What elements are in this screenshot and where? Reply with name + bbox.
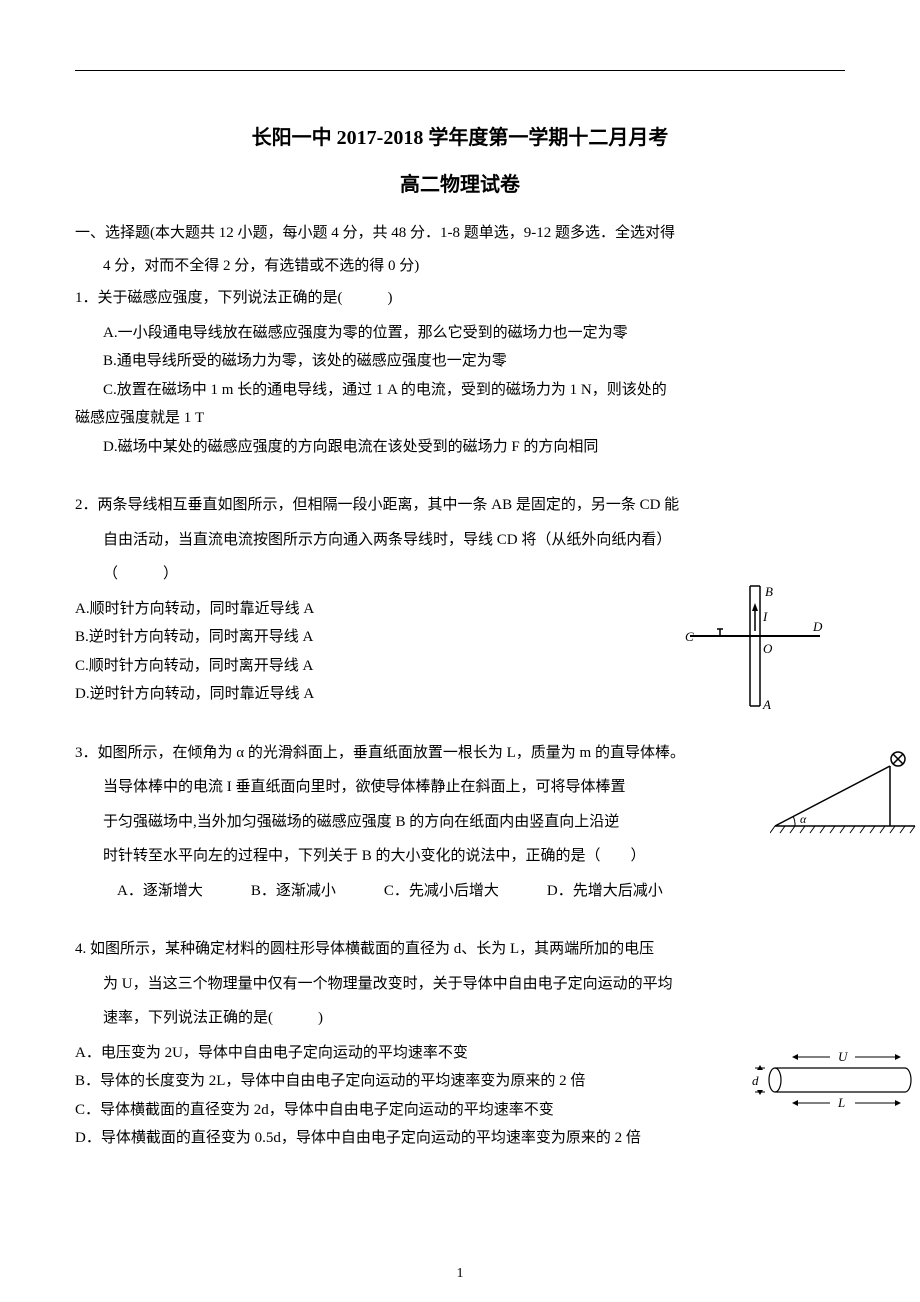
q3-alpha-label: α [800,812,807,826]
section-header-1: 一、选择题(本大题共 12 小题，每小题 4 分，共 48 分．1-8 题单选，… [75,219,845,248]
q4-option-c: C．导体横截面的直径变为 2d，导体中自由电子定向运动的平均速率不变 [75,1096,845,1125]
q3-diagram: α [770,751,920,841]
question-2: 2．两条导线相互垂直如图所示，但相隔一段小距离，其中一条 AB 是固定的，另一条… [75,491,845,709]
q4-option-d: D．导体横截面的直径变为 0.5d，导体中自由电子定向运动的平均速率变为原来的 … [75,1124,845,1153]
q1-option-c-line1: C.放置在磁场中 1 m 长的通电导线，通过 1 A 的电流，受到的磁场力为 1… [75,376,845,405]
question-1: 1．关于磁感应强度，下列说法正确的是( ) A.一小段通电导线放在磁感应强度为零… [75,284,845,461]
q4-stem-1: 4. 如图所示，某种确定材料的圆柱形导体横截面的直径为 d、长为 L，其两端所加… [75,935,845,964]
q3-option-c: C．先减小后增大 [384,877,499,906]
q3-stem-1: 3．如图所示，在倾角为 α 的光滑斜面上，垂直纸面放置一根长为 L，质量为 m … [75,739,845,768]
q4-label-d: d [752,1073,759,1088]
top-divider [75,70,845,71]
q2-label-i: I [762,609,768,624]
q3-stem-4: 时针转至水平向左的过程中，下列关于 B 的大小变化的说法中，正确的是（ ） [75,842,845,871]
q2-label-d: D [812,619,823,634]
q1-option-c-line2: 磁感应强度就是 1 T [75,404,845,433]
question-4: 4. 如图所示，某种确定材料的圆柱形导体横截面的直径为 d、长为 L，其两端所加… [75,935,845,1153]
page-number: 1 [457,1266,464,1282]
q3-stem-2: 当导体棒中的电流 I 垂直纸面向里时，欲使导体棒静止在斜面上，可将导体棒置 [75,773,845,802]
q4-label-u: U [838,1049,849,1064]
q4-option-b: B．导体的长度变为 2L，导体中自由电子定向运动的平均速率变为原来的 2 倍 [75,1067,845,1096]
q4-diagram: d U L [750,1045,920,1115]
q1-option-b: B.通电导线所受的磁场力为零，该处的磁感应强度也一定为零 [75,347,845,376]
q4-stem-2: 为 U，当这三个物理量中仅有一个物理量改变时，关于导体中自由电子定向运动的平均 [75,970,845,999]
question-3: 3．如图所示，在倾角为 α 的光滑斜面上，垂直纸面放置一根长为 L，质量为 m … [75,739,845,906]
q2-label-b: B [765,584,773,599]
q2-label-o: O [763,641,773,656]
q1-stem: 1．关于磁感应强度，下列说法正确的是( ) [75,284,845,313]
exam-subtitle: 高二物理试卷 [75,168,845,197]
exam-title: 长阳一中 2017-2018 学年度第一学期十二月月考 [75,121,845,150]
q3-option-d: D．先增大后减小 [547,877,663,906]
q2-stem-2: 自由活动，当直流电流按图所示方向通入两条导线时，导线 CD 将（从纸外向纸内看） [75,526,845,555]
section-header-2: 4 分，对而不全得 2 分，有选错或不选的得 0 分) [75,252,845,281]
q4-stem-3: 速率，下列说法正确的是( ) [75,1004,845,1033]
q1-option-a: A.一小段通电导线放在磁感应强度为零的位置，那么它受到的磁场力也一定为零 [75,319,845,348]
q2-label-a: A [762,697,771,711]
q4-option-a: A．电压变为 2U，导体中自由电子定向运动的平均速率不变 [75,1039,845,1068]
q3-option-b: B．逐渐减小 [251,877,336,906]
q2-diagram: B C D O A I [685,581,825,711]
q3-option-a: A．逐渐增大 [117,877,203,906]
q1-option-d: D.磁场中某处的磁感应强度的方向跟电流在该处受到的磁场力 F 的方向相同 [75,433,845,462]
q4-label-l: L [837,1095,845,1110]
q3-stem-3: 于匀强磁场中,当外加匀强磁场的磁感应强度 B 的方向在纸面内由竖直向上沿逆 [75,808,845,837]
q3-options: A．逐渐增大 B．逐渐减小 C．先减小后增大 D．先增大后减小 [75,877,845,906]
q2-label-c: C [685,629,694,644]
page-container: 长阳一中 2017-2018 学年度第一学期十二月月考 高二物理试卷 一、选择题… [0,0,920,1193]
q2-stem-1: 2．两条导线相互垂直如图所示，但相隔一段小距离，其中一条 AB 是固定的，另一条… [75,491,845,520]
